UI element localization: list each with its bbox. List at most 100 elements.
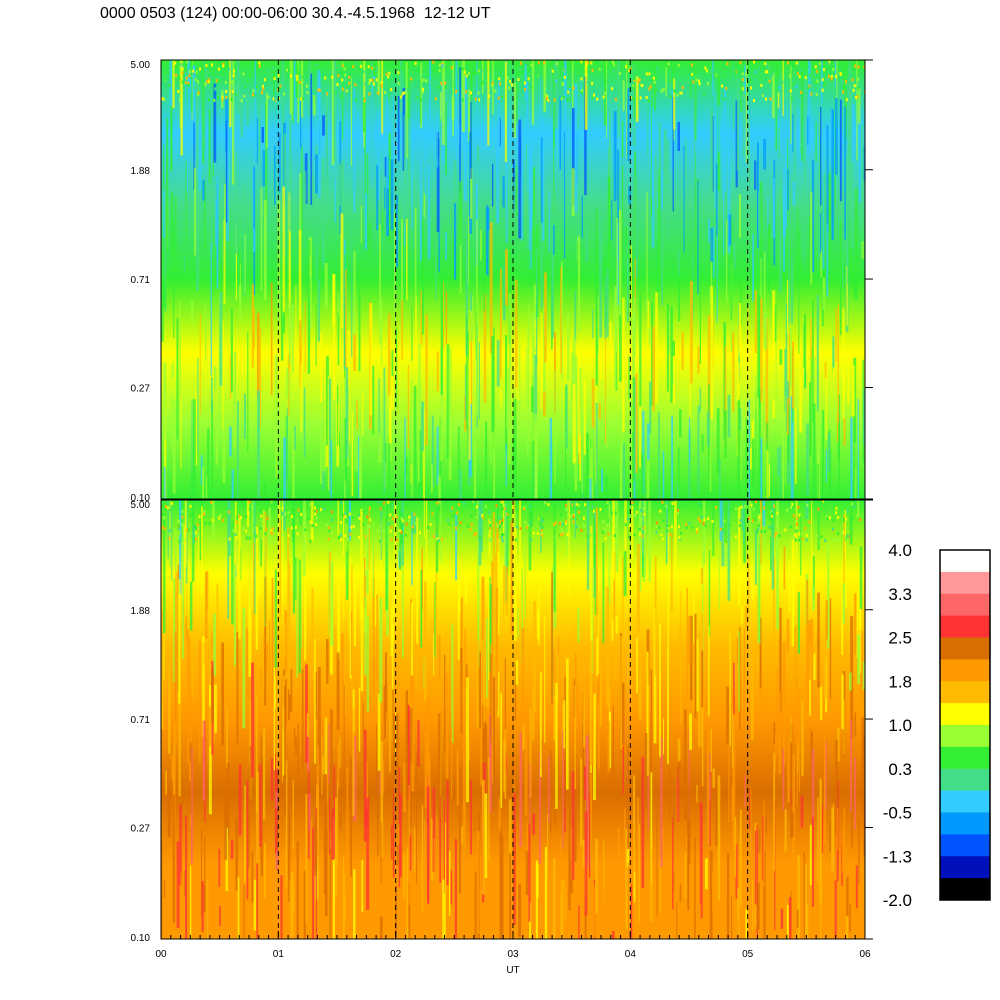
lower-streak bbox=[189, 761, 191, 781]
upper-speckle bbox=[744, 62, 747, 66]
lower-streak bbox=[353, 735, 357, 822]
lower-streak bbox=[621, 852, 623, 939]
upper-speckle bbox=[611, 60, 614, 64]
lower-streak bbox=[817, 511, 820, 550]
upper-streak bbox=[757, 293, 760, 398]
lower-speckle bbox=[816, 534, 819, 537]
lower-streak bbox=[623, 551, 627, 597]
lower-streak bbox=[266, 500, 268, 528]
upper-streak bbox=[716, 408, 720, 474]
upper-streak bbox=[360, 205, 363, 243]
lower-speckle bbox=[502, 533, 505, 537]
upper-streak bbox=[685, 140, 687, 180]
upper-streak bbox=[579, 367, 582, 436]
lower-streak bbox=[410, 602, 413, 676]
upper-streak bbox=[231, 469, 234, 499]
upper-streak bbox=[760, 298, 763, 403]
upper-streak bbox=[191, 300, 194, 324]
lower-streak bbox=[451, 624, 454, 744]
lower-speckle bbox=[806, 503, 809, 507]
lower-streak bbox=[282, 500, 284, 604]
upper-speckle bbox=[436, 91, 439, 95]
lower-streak bbox=[529, 708, 532, 798]
lower-streak bbox=[216, 583, 219, 676]
lower-streak bbox=[343, 685, 345, 812]
lower-speckle bbox=[528, 504, 531, 508]
upper-streak bbox=[235, 151, 237, 254]
lower-streak bbox=[590, 673, 594, 766]
upper-streak bbox=[208, 109, 211, 183]
lower-speckle bbox=[197, 533, 200, 537]
lower-streak bbox=[519, 732, 522, 848]
lower-speckle bbox=[204, 521, 207, 525]
upper-streak bbox=[689, 81, 692, 99]
lower-speckle bbox=[685, 526, 688, 530]
upper-streak bbox=[863, 389, 865, 446]
lower-streak bbox=[266, 642, 268, 676]
lower-speckle bbox=[255, 534, 258, 538]
lower-streak bbox=[292, 780, 294, 849]
upper-speckle bbox=[738, 87, 741, 90]
lower-streak bbox=[344, 595, 346, 716]
lower-streak bbox=[384, 861, 388, 939]
upper-streak bbox=[322, 425, 326, 474]
lower-streak bbox=[284, 686, 287, 814]
upper-streak bbox=[671, 88, 674, 171]
lower-streak bbox=[213, 613, 216, 676]
upper-streak bbox=[512, 438, 516, 467]
upper-speckle bbox=[509, 79, 511, 83]
lower-streak bbox=[607, 721, 610, 772]
upper-streak bbox=[459, 469, 462, 499]
upper-streak bbox=[760, 258, 762, 304]
lower-speckle bbox=[187, 528, 190, 532]
upper-streak bbox=[785, 303, 788, 392]
upper-streak bbox=[803, 323, 805, 368]
lower-streak bbox=[337, 744, 340, 790]
upper-streak bbox=[544, 272, 547, 363]
lower-streak bbox=[796, 909, 799, 928]
lower-streak bbox=[199, 891, 203, 939]
upper-speckle bbox=[517, 88, 520, 92]
upper-streak bbox=[308, 237, 312, 329]
upper-streak bbox=[417, 379, 421, 483]
upper-streak bbox=[581, 412, 583, 493]
lower-streak bbox=[775, 734, 777, 773]
lower-speckle bbox=[541, 534, 543, 537]
upper-speckle bbox=[499, 66, 502, 70]
lower-speckle bbox=[247, 511, 250, 515]
lower-streak bbox=[386, 635, 388, 663]
upper-speckle bbox=[225, 90, 228, 94]
upper-speckle bbox=[739, 61, 742, 65]
lower-streak bbox=[732, 860, 734, 939]
upper-streak bbox=[414, 207, 417, 306]
lower-speckle bbox=[659, 509, 662, 513]
lower-speckle bbox=[243, 503, 246, 507]
lower-speckle bbox=[655, 530, 658, 534]
lower-speckle bbox=[542, 517, 545, 521]
upper-speckle bbox=[197, 91, 200, 95]
upper-speckle bbox=[462, 67, 465, 71]
upper-speckle bbox=[553, 98, 556, 102]
lower-speckle bbox=[688, 521, 691, 525]
lower-speckle bbox=[565, 521, 567, 525]
upper-speckle bbox=[778, 85, 781, 89]
lower-streak bbox=[438, 713, 441, 819]
lower-streak bbox=[284, 610, 288, 674]
lower-streak bbox=[849, 500, 853, 545]
upper-streak bbox=[273, 68, 275, 96]
lower-streak bbox=[379, 767, 381, 796]
upper-streak bbox=[386, 156, 389, 237]
upper-streak bbox=[751, 438, 755, 489]
upper-streak bbox=[229, 426, 232, 457]
upper-streak bbox=[812, 403, 816, 499]
upper-streak bbox=[809, 216, 812, 241]
lower-streak bbox=[573, 625, 575, 678]
colorbar-label: 1.8 bbox=[888, 672, 912, 691]
upper-streak bbox=[191, 60, 193, 112]
lower-speckle bbox=[822, 500, 825, 504]
upper-speckle bbox=[240, 99, 243, 103]
upper-speckle bbox=[816, 69, 819, 73]
upper-streak bbox=[202, 179, 205, 201]
lower-streak bbox=[646, 651, 649, 776]
upper-streak bbox=[289, 60, 293, 114]
